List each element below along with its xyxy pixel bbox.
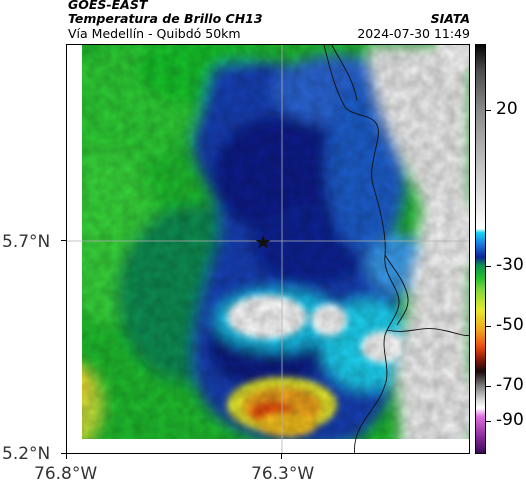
y-tick-label: 5.7°N bbox=[2, 232, 51, 252]
colorbar-tick bbox=[486, 110, 491, 111]
y-tick-label: 5.2°N bbox=[2, 444, 51, 464]
x-tick-mark bbox=[281, 454, 282, 459]
satellite-title: GOES-EAST bbox=[68, 0, 148, 12]
x-tick-label: 76.8°W bbox=[34, 464, 98, 484]
colorbar-label: -50 bbox=[496, 315, 524, 335]
colorbar-tick bbox=[486, 266, 491, 267]
org-label: SIATA bbox=[430, 11, 470, 26]
coastline-borders bbox=[323, 45, 469, 453]
colorbar bbox=[475, 44, 486, 454]
colorbar-label: -30 bbox=[496, 255, 524, 275]
colorbar-tick bbox=[486, 326, 491, 327]
x-tick-mark bbox=[66, 454, 67, 459]
product-title: Temperatura de Brillo CH13 bbox=[68, 11, 263, 26]
y-tick-mark bbox=[61, 240, 66, 241]
colorbar-label: -90 bbox=[496, 410, 524, 430]
y-tick-mark bbox=[61, 453, 66, 454]
colorbar-tick bbox=[486, 421, 491, 422]
x-tick-label: 76.3°W bbox=[251, 464, 315, 484]
satellite-map[interactable] bbox=[66, 44, 470, 454]
route-subtitle: Vía Medellín - Quibdó 50km bbox=[68, 26, 241, 41]
colorbar-label: -70 bbox=[496, 375, 524, 395]
cloud-field bbox=[67, 45, 469, 453]
star-icon[interactable] bbox=[255, 235, 271, 249]
colorbar-label: 20 bbox=[496, 99, 518, 119]
colorbar-tick bbox=[486, 386, 491, 387]
timestamp: 2024-07-30 11:49 bbox=[357, 26, 470, 41]
